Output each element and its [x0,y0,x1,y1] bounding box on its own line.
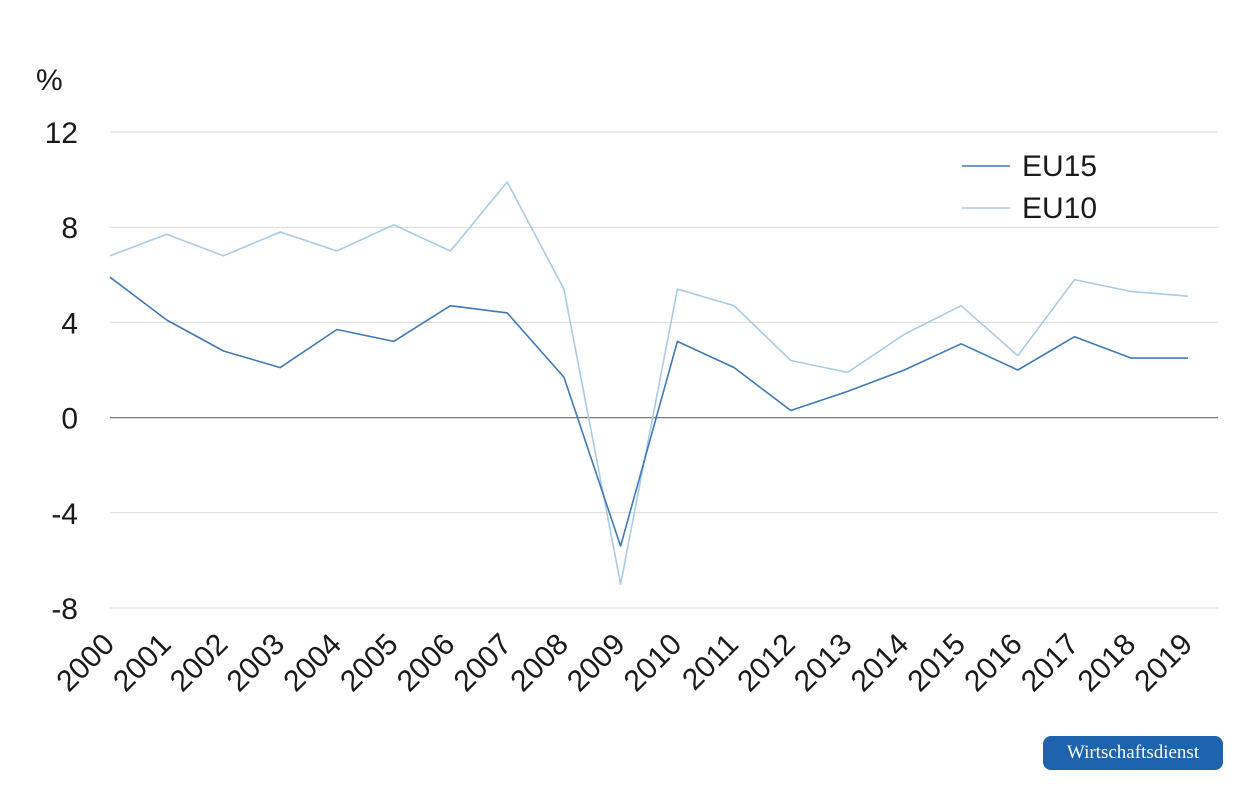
brand-logo: Wirtschaftsdienst [1043,736,1223,770]
legend-label-eu10: EU10 [1022,192,1097,225]
x-tick-label: 2016 [958,628,1029,699]
x-tick-label: 2013 [788,628,859,699]
x-tick-label: 2018 [1072,628,1143,699]
x-tick-label: 2012 [731,628,802,699]
x-tick-label: 2019 [1128,628,1199,699]
x-axis-ticks: 2000200120022003200420052006200720082009… [50,628,1199,699]
y-tick-label: 8 [61,212,78,245]
x-tick-label: 2002 [164,628,235,699]
series-line-eu15 [109,276,1188,547]
y-tick-label: 4 [61,307,78,340]
y-tick-label: 12 [45,117,78,150]
y-tick-label: 0 [61,403,78,436]
brand-label: Wirtschaftsdienst [1066,742,1200,763]
legend-label-eu15: EU15 [1022,150,1097,183]
x-tick-label: 2004 [277,628,348,699]
x-tick-label: 2008 [504,628,575,699]
y-tick-label: -8 [51,593,78,626]
y-axis-ticks: 12 8 4 0 -4 -8 [45,117,78,626]
series-lines [109,181,1189,586]
grid-lines [110,131,1218,609]
x-tick-label: 2001 [107,628,178,699]
series-line-eu10 [109,181,1189,586]
y-tick-label: -4 [51,498,78,531]
x-tick-label: 2014 [845,628,916,699]
x-tick-label: 2017 [1015,628,1086,699]
x-tick-label: 2003 [221,628,292,699]
x-tick-label: 2007 [448,628,519,699]
x-tick-label: 2009 [561,628,632,699]
x-tick-label: 2015 [901,628,972,699]
x-tick-label: 2000 [50,628,121,699]
y-axis-label: % [36,64,63,97]
x-tick-label: 2011 [676,628,745,697]
x-tick-label: 2010 [618,628,689,699]
x-tick-label: 2006 [391,628,462,699]
x-tick-label: 2005 [334,628,405,699]
legend: EU15 EU10 [962,150,1097,225]
